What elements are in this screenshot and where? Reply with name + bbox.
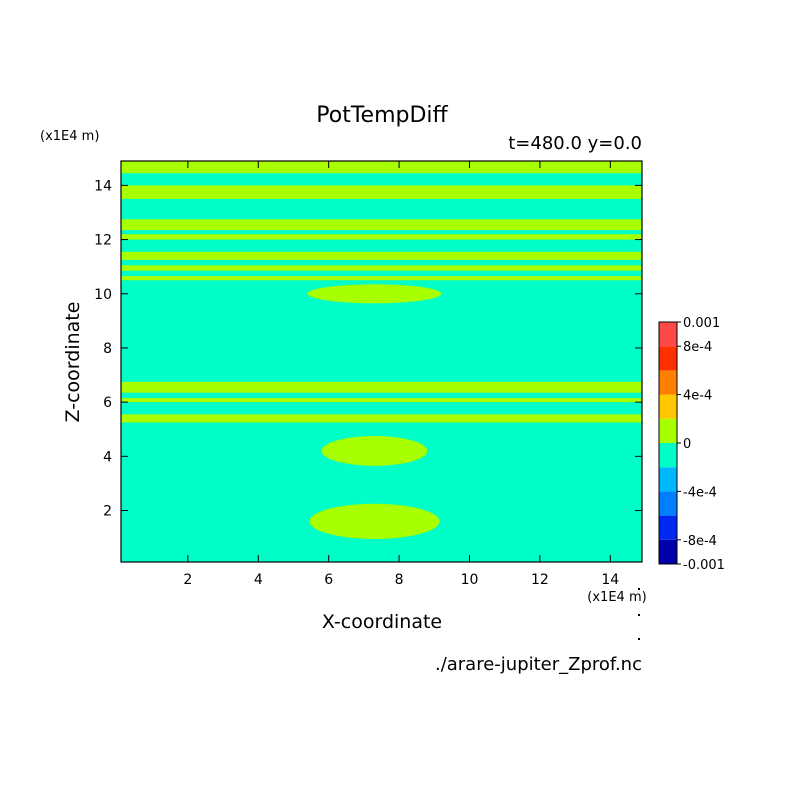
x-tick-label: 14 [601,572,619,588]
y-axis-label: Z-coordinate [62,302,84,423]
positive-band-0 [121,161,642,174]
plot-frame [120,160,643,563]
y-tick-label: 4 [103,449,112,465]
positive-bands [121,161,642,423]
y-tick-label: 12 [94,233,112,249]
x-axis: 2 4 6 8 10 12 14 [183,161,619,588]
x-tick-label: 10 [461,572,479,588]
colorbar-segment [659,467,677,492]
positive-band-8 [121,398,642,403]
positive-band-1 [121,185,642,199]
margin-marks [638,588,640,640]
positive-blob-1 [321,436,428,466]
y-axis-unit: (x1E4 m) [40,129,99,144]
y-tick-label: 6 [103,395,112,411]
colorbar-segment [659,322,677,347]
positive-band-6 [121,276,642,281]
source-file-label: ./arare-jupiter_Zprof.nc [435,654,642,675]
y-tick-label: 10 [94,287,112,303]
positive-band-5 [121,265,642,271]
positive-blobs [307,284,442,539]
colorbar-label: 0.001 [683,316,720,331]
plot-area [120,160,643,563]
chart-subtitle: t=480.0 y=0.0 [508,133,642,154]
x-tick-label: 12 [531,572,549,588]
x-tick-label: 4 [254,572,263,588]
positive-band-9 [121,414,642,423]
colorbar-label: -4e-4 [683,485,717,500]
y-axis: 2 4 6 8 10 12 14 [94,178,642,520]
colorbar-segment [659,539,677,564]
colorbar-segment [659,370,677,395]
colorbar-label: 0 [683,437,691,452]
colorbar: 0.001 8e-4 4e-4 0 -4e-4 -8e-4 -0.001 [658,316,725,573]
colorbar-label: 8e-4 [683,340,712,355]
y-tick-label: 14 [94,178,112,194]
colorbar-segment [659,394,677,419]
colorbar-label: -0.001 [683,558,725,573]
x-tick-label: 2 [183,572,192,588]
chart-title: PotTempDiff [316,103,448,128]
y-tick-label: 2 [103,504,112,520]
x-tick-label: 6 [324,572,333,588]
positive-band-4 [121,251,642,260]
colorbar-segment [659,515,677,540]
positive-band-3 [121,234,642,240]
y-tick-label: 8 [103,341,112,357]
colorbar-segment [659,346,677,371]
positive-blob-0 [309,503,440,539]
colorbar-segment [659,443,677,468]
x-axis-unit: (x1E4 m) [587,590,646,605]
x-tick-label: 8 [395,572,404,588]
positive-band-2 [121,219,642,231]
colorbar-segment [659,491,677,516]
colorbar-label: -8e-4 [683,534,717,549]
x-axis-label: X-coordinate [322,611,442,633]
colorbar-segment [659,418,677,443]
positive-band-7 [121,381,642,393]
colorbar-label: 4e-4 [683,389,712,404]
positive-blob-2 [307,284,442,304]
